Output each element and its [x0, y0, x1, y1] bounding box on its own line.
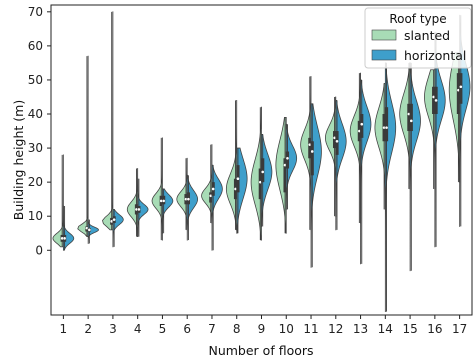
y-tick-label: 20 [28, 175, 43, 189]
x-tick-label: 17 [452, 322, 467, 336]
x-tick-label: 8 [233, 322, 241, 336]
median-dot-slanted [85, 226, 89, 230]
violin-half-horizontal [137, 178, 149, 238]
x-tick-label: 9 [258, 322, 266, 336]
median-dot-slanted [60, 237, 64, 240]
median-dot-horizontal [434, 99, 438, 102]
violin-pair [374, 62, 397, 312]
violin-half-horizontal [186, 174, 199, 241]
x-tick-label: 4 [134, 322, 142, 336]
median-dot-slanted [159, 199, 163, 203]
legend-label-slanted: slanted [404, 28, 450, 43]
y-tick-label: 60 [28, 39, 43, 53]
median-dot-horizontal [211, 187, 215, 191]
violin-half-slanted [399, 62, 411, 190]
y-tick-label: 70 [28, 5, 43, 19]
legend-swatch-horizontal [371, 49, 397, 61]
violin-half-horizontal [285, 123, 298, 210]
median-dot-horizontal [137, 208, 141, 211]
violin-group [52, 11, 471, 312]
violin-pair [225, 99, 248, 234]
median-dot-horizontal [187, 197, 190, 201]
violin-pair [250, 106, 273, 241]
median-dot-horizontal [261, 170, 265, 174]
violin-half-slanted [201, 144, 213, 224]
median-dot-slanted [308, 143, 312, 146]
median-dot-horizontal [335, 139, 339, 143]
median-dot-horizontal [236, 177, 240, 181]
y-tick-label: 30 [28, 141, 43, 155]
violin-pair [300, 76, 322, 268]
legend-title: Roof type [389, 12, 446, 26]
legend: Roof type slanted horizontal [364, 7, 472, 69]
x-axis: 1 2 3 4 5 6 7 8 9 10 11 12 13 14 15 16 17 [60, 315, 467, 336]
x-tick-label: 15 [402, 322, 417, 336]
median-dot-slanted [259, 180, 262, 184]
median-dot-slanted [382, 126, 386, 129]
x-tick-label: 14 [378, 322, 393, 336]
median-dot-slanted [283, 163, 287, 167]
x-tick-label: 12 [328, 322, 343, 336]
violin-pair [102, 11, 124, 248]
x-tick-label: 3 [109, 322, 117, 336]
median-dot-horizontal [88, 228, 91, 232]
violin-pair [349, 72, 372, 265]
median-dot-horizontal [409, 119, 413, 123]
x-tick-label: 6 [183, 322, 191, 336]
violin-pair [201, 144, 223, 251]
x-tick-label: 7 [208, 322, 216, 336]
violin-pair [126, 168, 149, 238]
median-dot-slanted [135, 208, 138, 211]
median-dot-horizontal [63, 237, 66, 240]
y-tick-label: 40 [28, 107, 43, 121]
x-tick-label: 5 [159, 322, 167, 336]
violin-half-slanted [77, 55, 89, 238]
x-tick-label: 2 [84, 322, 92, 336]
median-dot-slanted [407, 112, 411, 116]
median-dot-slanted [234, 187, 237, 191]
violin-pair [151, 137, 174, 241]
y-tick-label: 0 [35, 243, 43, 257]
median-dot-slanted [432, 95, 435, 99]
legend-label-horizontal: horizontal [404, 48, 466, 63]
violin-pair [324, 96, 347, 231]
x-tick-label: 1 [60, 322, 68, 336]
violin-half-slanted [250, 106, 262, 241]
median-dot-slanted [358, 129, 361, 133]
median-dot-horizontal [360, 122, 364, 126]
median-dot-horizontal [310, 150, 314, 153]
median-dot-horizontal [286, 156, 289, 160]
median-dot-slanted [184, 197, 188, 201]
median-dot-slanted [457, 88, 460, 92]
violin-half-horizontal [87, 219, 99, 244]
median-dot-horizontal [385, 126, 388, 129]
median-dot-horizontal [459, 85, 463, 89]
x-tick-label: 11 [303, 322, 318, 336]
median-dot-slanted [333, 136, 336, 140]
violin-half-slanted [176, 157, 188, 231]
legend-swatch-slanted [371, 29, 397, 41]
violin-half-slanted [102, 11, 114, 231]
median-dot-slanted [110, 220, 114, 223]
violin-pair [275, 117, 298, 234]
y-tick-label: 50 [28, 73, 43, 87]
x-tick-label: 10 [279, 322, 294, 336]
median-dot-horizontal [112, 218, 116, 221]
y-axis-label: Building height (m) [11, 100, 26, 220]
median-dot-slanted [209, 194, 213, 198]
y-axis: 0 10 20 30 40 50 60 70 [28, 5, 51, 257]
x-axis-label: Number of floors [208, 343, 313, 358]
violin-pair [399, 62, 421, 272]
violin-pair [176, 157, 199, 241]
median-dot-horizontal [162, 199, 165, 203]
x-tick-label: 16 [427, 322, 442, 336]
violin-pair [52, 154, 75, 251]
violin-pair [77, 55, 99, 244]
x-tick-label: 13 [353, 322, 368, 336]
y-tick-label: 10 [28, 209, 43, 223]
